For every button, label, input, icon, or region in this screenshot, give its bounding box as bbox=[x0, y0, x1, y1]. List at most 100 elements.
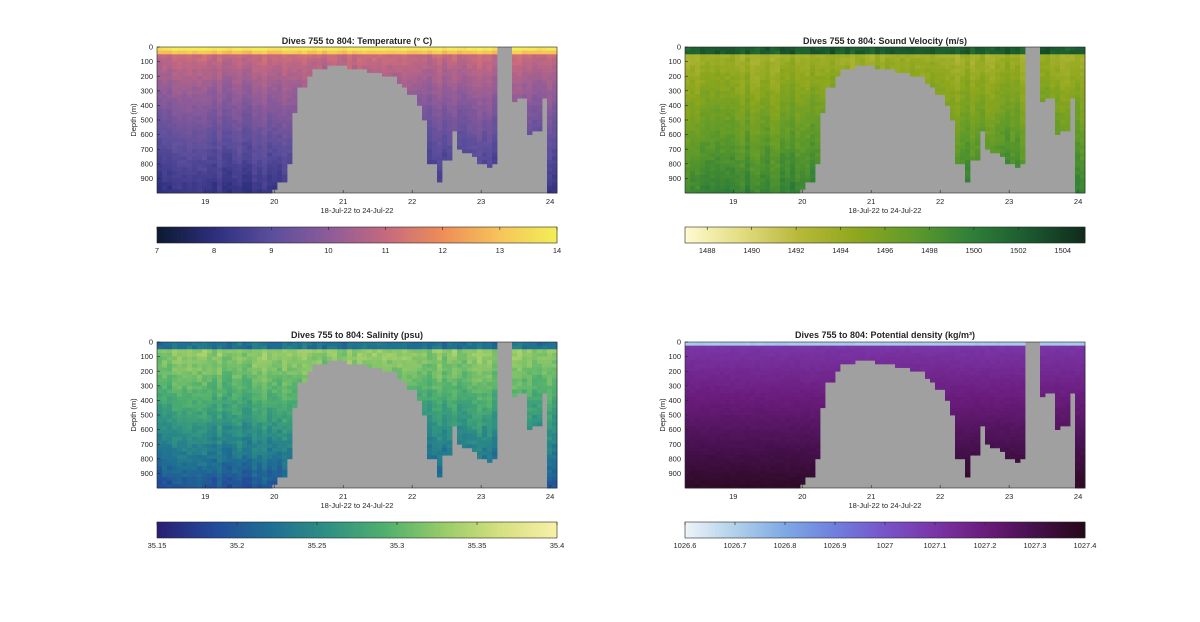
heatmap-cell bbox=[532, 105, 538, 110]
heatmap-cell bbox=[237, 130, 243, 135]
heatmap-cell bbox=[307, 57, 313, 62]
heatmap-cell bbox=[462, 123, 468, 128]
heatmap-cell bbox=[267, 141, 273, 146]
heatmap-cell bbox=[1075, 130, 1081, 135]
heatmap-cell bbox=[1065, 94, 1071, 99]
heatmap-cell bbox=[307, 65, 313, 70]
heatmap-cell bbox=[182, 98, 188, 103]
heatmap-cell bbox=[955, 54, 961, 59]
heatmap-cell bbox=[855, 57, 861, 62]
heatmap-cell bbox=[1045, 61, 1051, 66]
heatmap-cell bbox=[1020, 123, 1026, 128]
heatmap-cell bbox=[187, 76, 193, 81]
heatmap-cell bbox=[167, 149, 173, 154]
heatmap-cell bbox=[252, 72, 258, 77]
heatmap-cell bbox=[780, 185, 786, 190]
heatmap-cell bbox=[830, 57, 836, 62]
heatmap-cell bbox=[347, 47, 353, 52]
colorbar-segment bbox=[423, 227, 428, 243]
heatmap-cell bbox=[955, 152, 961, 157]
heatmap-cell bbox=[790, 47, 796, 52]
panel-salinity: Dives 755 to 804: Salinity (psu) 0100200… bbox=[129, 330, 564, 550]
heatmap-cell bbox=[197, 389, 203, 394]
heatmap-cell bbox=[157, 68, 163, 73]
heatmap-cell bbox=[192, 185, 198, 190]
heatmap-cell bbox=[177, 141, 183, 146]
colorbar-tick-label: 1490 bbox=[743, 246, 760, 255]
heatmap-cell bbox=[187, 127, 193, 132]
heatmap-cell bbox=[452, 79, 458, 84]
heatmap-cell bbox=[202, 116, 208, 121]
heatmap-cell bbox=[552, 185, 558, 190]
heatmap-cell bbox=[985, 68, 991, 73]
heatmap-cell bbox=[740, 178, 746, 183]
heatmap-cell bbox=[730, 101, 736, 106]
heatmap-cell bbox=[1000, 127, 1006, 132]
heatmap-cell bbox=[780, 160, 786, 165]
heatmap-cell bbox=[247, 393, 253, 398]
heatmap-cell bbox=[272, 87, 278, 92]
heatmap-cell bbox=[755, 79, 761, 84]
heatmap-cell bbox=[422, 50, 428, 55]
colorbar-segment bbox=[995, 227, 999, 243]
colorbar-segment bbox=[383, 227, 388, 243]
heatmap-cell bbox=[805, 167, 811, 172]
heatmap-cell bbox=[237, 404, 243, 409]
heatmap-cell bbox=[492, 156, 498, 161]
heatmap-cell bbox=[337, 50, 343, 55]
heatmap-cell bbox=[182, 404, 188, 409]
y-tick-label: 500 bbox=[140, 116, 153, 125]
heatmap-cell bbox=[915, 57, 921, 62]
heatmap-cell bbox=[372, 47, 378, 52]
heatmap-cell bbox=[227, 396, 233, 401]
heatmap-cell bbox=[715, 76, 721, 81]
heatmap-cell bbox=[755, 182, 761, 187]
heatmap-cell bbox=[1065, 90, 1071, 95]
heatmap-cell bbox=[735, 134, 741, 139]
heatmap-cell bbox=[910, 72, 916, 77]
heatmap-cell bbox=[242, 105, 248, 110]
heatmap-cell bbox=[735, 105, 741, 110]
heatmap-cell bbox=[267, 138, 273, 143]
heatmap-cell bbox=[775, 123, 781, 128]
heatmap-cell bbox=[970, 127, 976, 132]
heatmap-cell bbox=[1055, 123, 1061, 128]
heatmap-cell bbox=[292, 98, 298, 103]
heatmap-cell bbox=[247, 342, 253, 347]
heatmap-cell bbox=[770, 182, 776, 187]
heatmap-cell bbox=[277, 112, 283, 117]
heatmap-cell bbox=[177, 134, 183, 139]
heatmap-cell bbox=[1015, 79, 1021, 84]
heatmap-cell bbox=[342, 47, 348, 52]
heatmap-cell bbox=[467, 83, 473, 88]
heatmap-cell bbox=[730, 163, 736, 168]
heatmap-cell bbox=[975, 127, 981, 132]
heatmap-cell bbox=[825, 61, 831, 66]
heatmap-cell bbox=[815, 130, 821, 135]
heatmap-cell bbox=[735, 167, 741, 172]
heatmap-cell bbox=[162, 87, 168, 92]
heatmap-cell bbox=[457, 54, 463, 59]
heatmap-cell bbox=[157, 447, 163, 452]
heatmap-cell bbox=[482, 149, 488, 154]
heatmap-cell bbox=[745, 167, 751, 172]
colorbar-segment bbox=[998, 227, 1003, 243]
heatmap-cell bbox=[232, 418, 238, 423]
heatmap-cell bbox=[407, 47, 413, 52]
heatmap-cell bbox=[202, 484, 208, 489]
heatmap-cell bbox=[257, 189, 263, 194]
heatmap-cell bbox=[780, 116, 786, 121]
heatmap-cell bbox=[1075, 127, 1081, 132]
heatmap-cell bbox=[197, 127, 203, 132]
heatmap-cell bbox=[257, 90, 263, 95]
heatmap-cell bbox=[995, 50, 1001, 55]
heatmap-cell bbox=[735, 145, 741, 150]
heatmap-cell bbox=[242, 415, 248, 420]
heatmap-cell bbox=[207, 455, 213, 460]
heatmap-cell bbox=[407, 65, 413, 70]
heatmap-cell bbox=[197, 480, 203, 485]
heatmap-cell bbox=[412, 72, 418, 77]
heatmap-cell bbox=[955, 109, 961, 114]
colorbar-segment bbox=[313, 227, 318, 243]
heatmap-cell bbox=[785, 152, 791, 157]
